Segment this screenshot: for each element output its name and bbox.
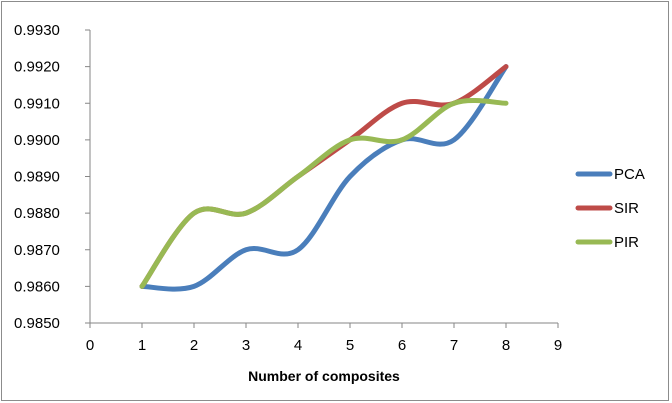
legend: PCA SIR PIR (575, 166, 645, 251)
x-tick-label: 6 (398, 337, 406, 354)
x-tick-label: 4 (294, 337, 302, 354)
series-lines (139, 64, 509, 292)
axes (89, 30, 558, 324)
x-tick-label: 9 (554, 337, 562, 354)
y-tick-label: 0.9880 (14, 205, 60, 222)
legend-label-pir: PIR (614, 234, 639, 251)
y-axis-ticks: 0.9850 0.9860 0.9870 0.9880 0.9890 0.9900 0.99… (14, 22, 90, 332)
x-tick-label: 3 (242, 337, 250, 354)
x-tick-label: 1 (138, 337, 146, 354)
y-tick-label: 0.9930 (14, 22, 60, 39)
y-tick-label: 0.9900 (14, 132, 60, 149)
y-tick-label: 0.9860 (14, 278, 60, 295)
x-tick-label: 5 (346, 337, 354, 354)
y-tick-label: 0.9890 (14, 169, 60, 186)
y-tick-label: 0.9870 (14, 242, 60, 259)
series-line-pir (139, 98, 509, 289)
series-line-pca (139, 64, 509, 292)
y-tick-label: 0.9850 (14, 315, 60, 332)
x-tick-label: 0 (86, 337, 94, 354)
y-tick-label: 0.9910 (14, 95, 60, 112)
x-axis-label: Number of composites (248, 368, 400, 384)
legend-label-pca: PCA (614, 166, 645, 183)
x-tick-label: 8 (502, 337, 510, 354)
y-tick-label: 0.9920 (14, 59, 60, 76)
x-axis-ticks: 0 1 2 3 4 5 6 7 8 9 (86, 323, 562, 354)
x-tick-label: 7 (450, 337, 458, 354)
series-line-sir (139, 64, 509, 289)
legend-label-sir: SIR (614, 200, 639, 217)
x-tick-label: 2 (190, 337, 198, 354)
